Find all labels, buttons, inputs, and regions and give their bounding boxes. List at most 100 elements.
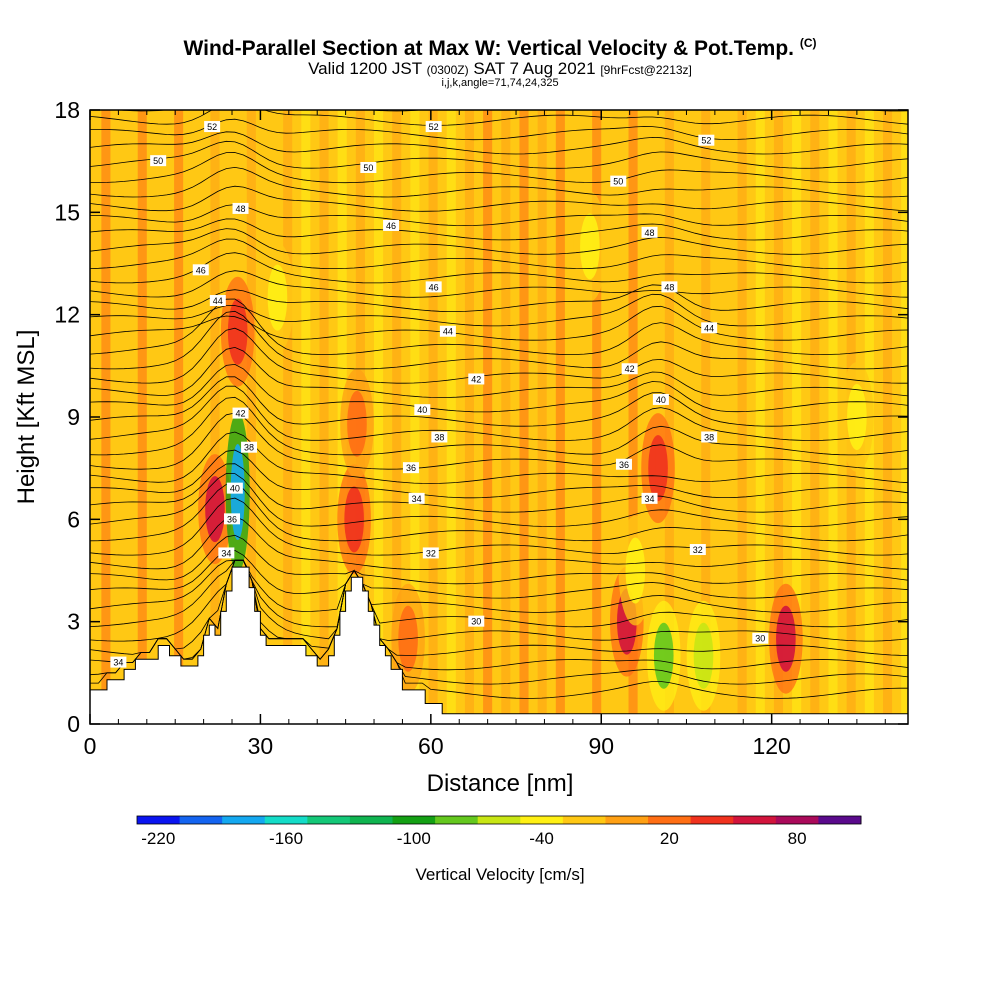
y-tick-label: 9: [67, 404, 80, 430]
feature-core: [693, 622, 714, 689]
y-tick-label: 0: [67, 711, 80, 737]
isentrope: [90, 385, 908, 441]
contour-label-text: 50: [363, 163, 373, 173]
y-tick-label: 3: [67, 609, 80, 635]
contour-label: 46: [192, 264, 209, 276]
theta-contours: [90, 110, 908, 699]
isentrope: [90, 284, 908, 312]
isentrope: [90, 376, 908, 427]
field-streak: [755, 110, 765, 724]
contour-label-text: 36: [406, 463, 416, 473]
contour-label: 34: [110, 656, 127, 668]
field-streak: [555, 110, 565, 724]
colorbar-label: Vertical Velocity [cm/s]: [415, 865, 584, 884]
contour-label-text: 30: [755, 634, 765, 644]
contour-label-text: 30: [471, 617, 481, 627]
field-streak: [628, 110, 638, 724]
contour-label-text: 40: [656, 395, 666, 405]
contour-label-bg: [232, 202, 249, 214]
contour-label-text: 46: [429, 282, 439, 292]
field-streak: [683, 110, 693, 724]
isentrope: [90, 166, 908, 198]
contour-label-bg: [408, 492, 425, 504]
contour-label: 40: [414, 404, 431, 416]
isentrope: [90, 238, 908, 270]
contour-label-text: 50: [153, 156, 163, 166]
contour-label: 50: [150, 155, 167, 167]
contour-label: 38: [431, 431, 448, 443]
field-streak: [519, 110, 529, 724]
contour-label-text: 32: [693, 545, 703, 555]
contour-label: 34: [641, 492, 658, 504]
colorbar-segment: [818, 816, 862, 824]
contour-label-bg: [218, 547, 235, 559]
contour-label-bg: [621, 363, 638, 375]
contour-label-text: 36: [619, 460, 629, 470]
isentrope: [90, 252, 908, 284]
contour-label: 32: [689, 544, 706, 556]
contour-label-bg: [701, 431, 718, 443]
colorbar-tick-label: -220: [141, 829, 175, 848]
isentrope: [90, 327, 908, 384]
contour-label-bg: [360, 161, 377, 173]
field-streak: [773, 110, 784, 724]
contour-label-text: 38: [704, 432, 714, 442]
contour-label-bg: [241, 441, 258, 453]
colorbar-segment: [392, 816, 436, 824]
contour-label-text: 52: [429, 122, 439, 132]
contour-label-bg: [226, 482, 243, 494]
field-streak: [246, 110, 256, 724]
contour-label-text: 50: [613, 177, 623, 187]
isentrope: [90, 497, 908, 556]
colorbar-segment: [137, 816, 181, 824]
feature-core: [267, 264, 288, 331]
isentrope: [90, 305, 908, 341]
chart-subtitle: Valid 1200 JST (0300Z) SAT 7 Aug 2021 [9…: [308, 59, 692, 78]
isentrope: [90, 293, 908, 327]
contour-label-text: 52: [207, 122, 217, 132]
isentrope: [90, 412, 908, 470]
contour-label: 50: [610, 175, 627, 187]
feature-core: [227, 298, 248, 365]
contour-label: 32: [422, 547, 439, 559]
contour-label-bg: [641, 226, 658, 238]
feature-core: [205, 476, 225, 543]
contour-label-text: 48: [664, 282, 674, 292]
contour-label-text: 34: [645, 494, 655, 504]
isentrope: [90, 270, 908, 298]
contour-label: 36: [402, 462, 419, 474]
x-tick-label: 90: [588, 733, 614, 759]
contour-label: 42: [621, 363, 638, 375]
colorbar-tick-label: -100: [397, 829, 431, 848]
contour-label: 48: [232, 202, 249, 214]
contour-label-bg: [431, 431, 448, 443]
contour-label: 52: [425, 121, 442, 133]
contour-label-bg: [414, 404, 431, 416]
colorbar-segment: [349, 816, 394, 824]
field-streak: [483, 110, 493, 724]
contour-label-text: 46: [386, 221, 396, 231]
contour-label-bg: [610, 175, 627, 187]
contour-label: 38: [241, 441, 258, 453]
isentrope: [90, 228, 908, 255]
x-tick-label: 120: [752, 733, 790, 759]
contour-label: 30: [752, 632, 769, 644]
y-tick-label: 6: [67, 506, 80, 532]
feature-core: [653, 622, 674, 689]
colorbar-segment: [690, 816, 734, 824]
contour-label-text: 32: [426, 548, 436, 558]
isentrope: [90, 559, 908, 628]
colorbar-tick-label: 20: [660, 829, 679, 848]
contour-label-bg: [425, 121, 442, 133]
contour-label-bg: [232, 407, 249, 419]
isentrope: [90, 310, 908, 370]
contour-label-bg: [468, 373, 485, 385]
contour-label-bg: [701, 322, 718, 334]
feature-core: [625, 537, 646, 604]
feature-core: [847, 384, 867, 450]
field-streak: [573, 110, 584, 724]
field-streak: [374, 110, 384, 724]
contour-label-bg: [641, 492, 658, 504]
y-tick-label: 18: [54, 97, 80, 123]
isentrope: [90, 298, 908, 356]
